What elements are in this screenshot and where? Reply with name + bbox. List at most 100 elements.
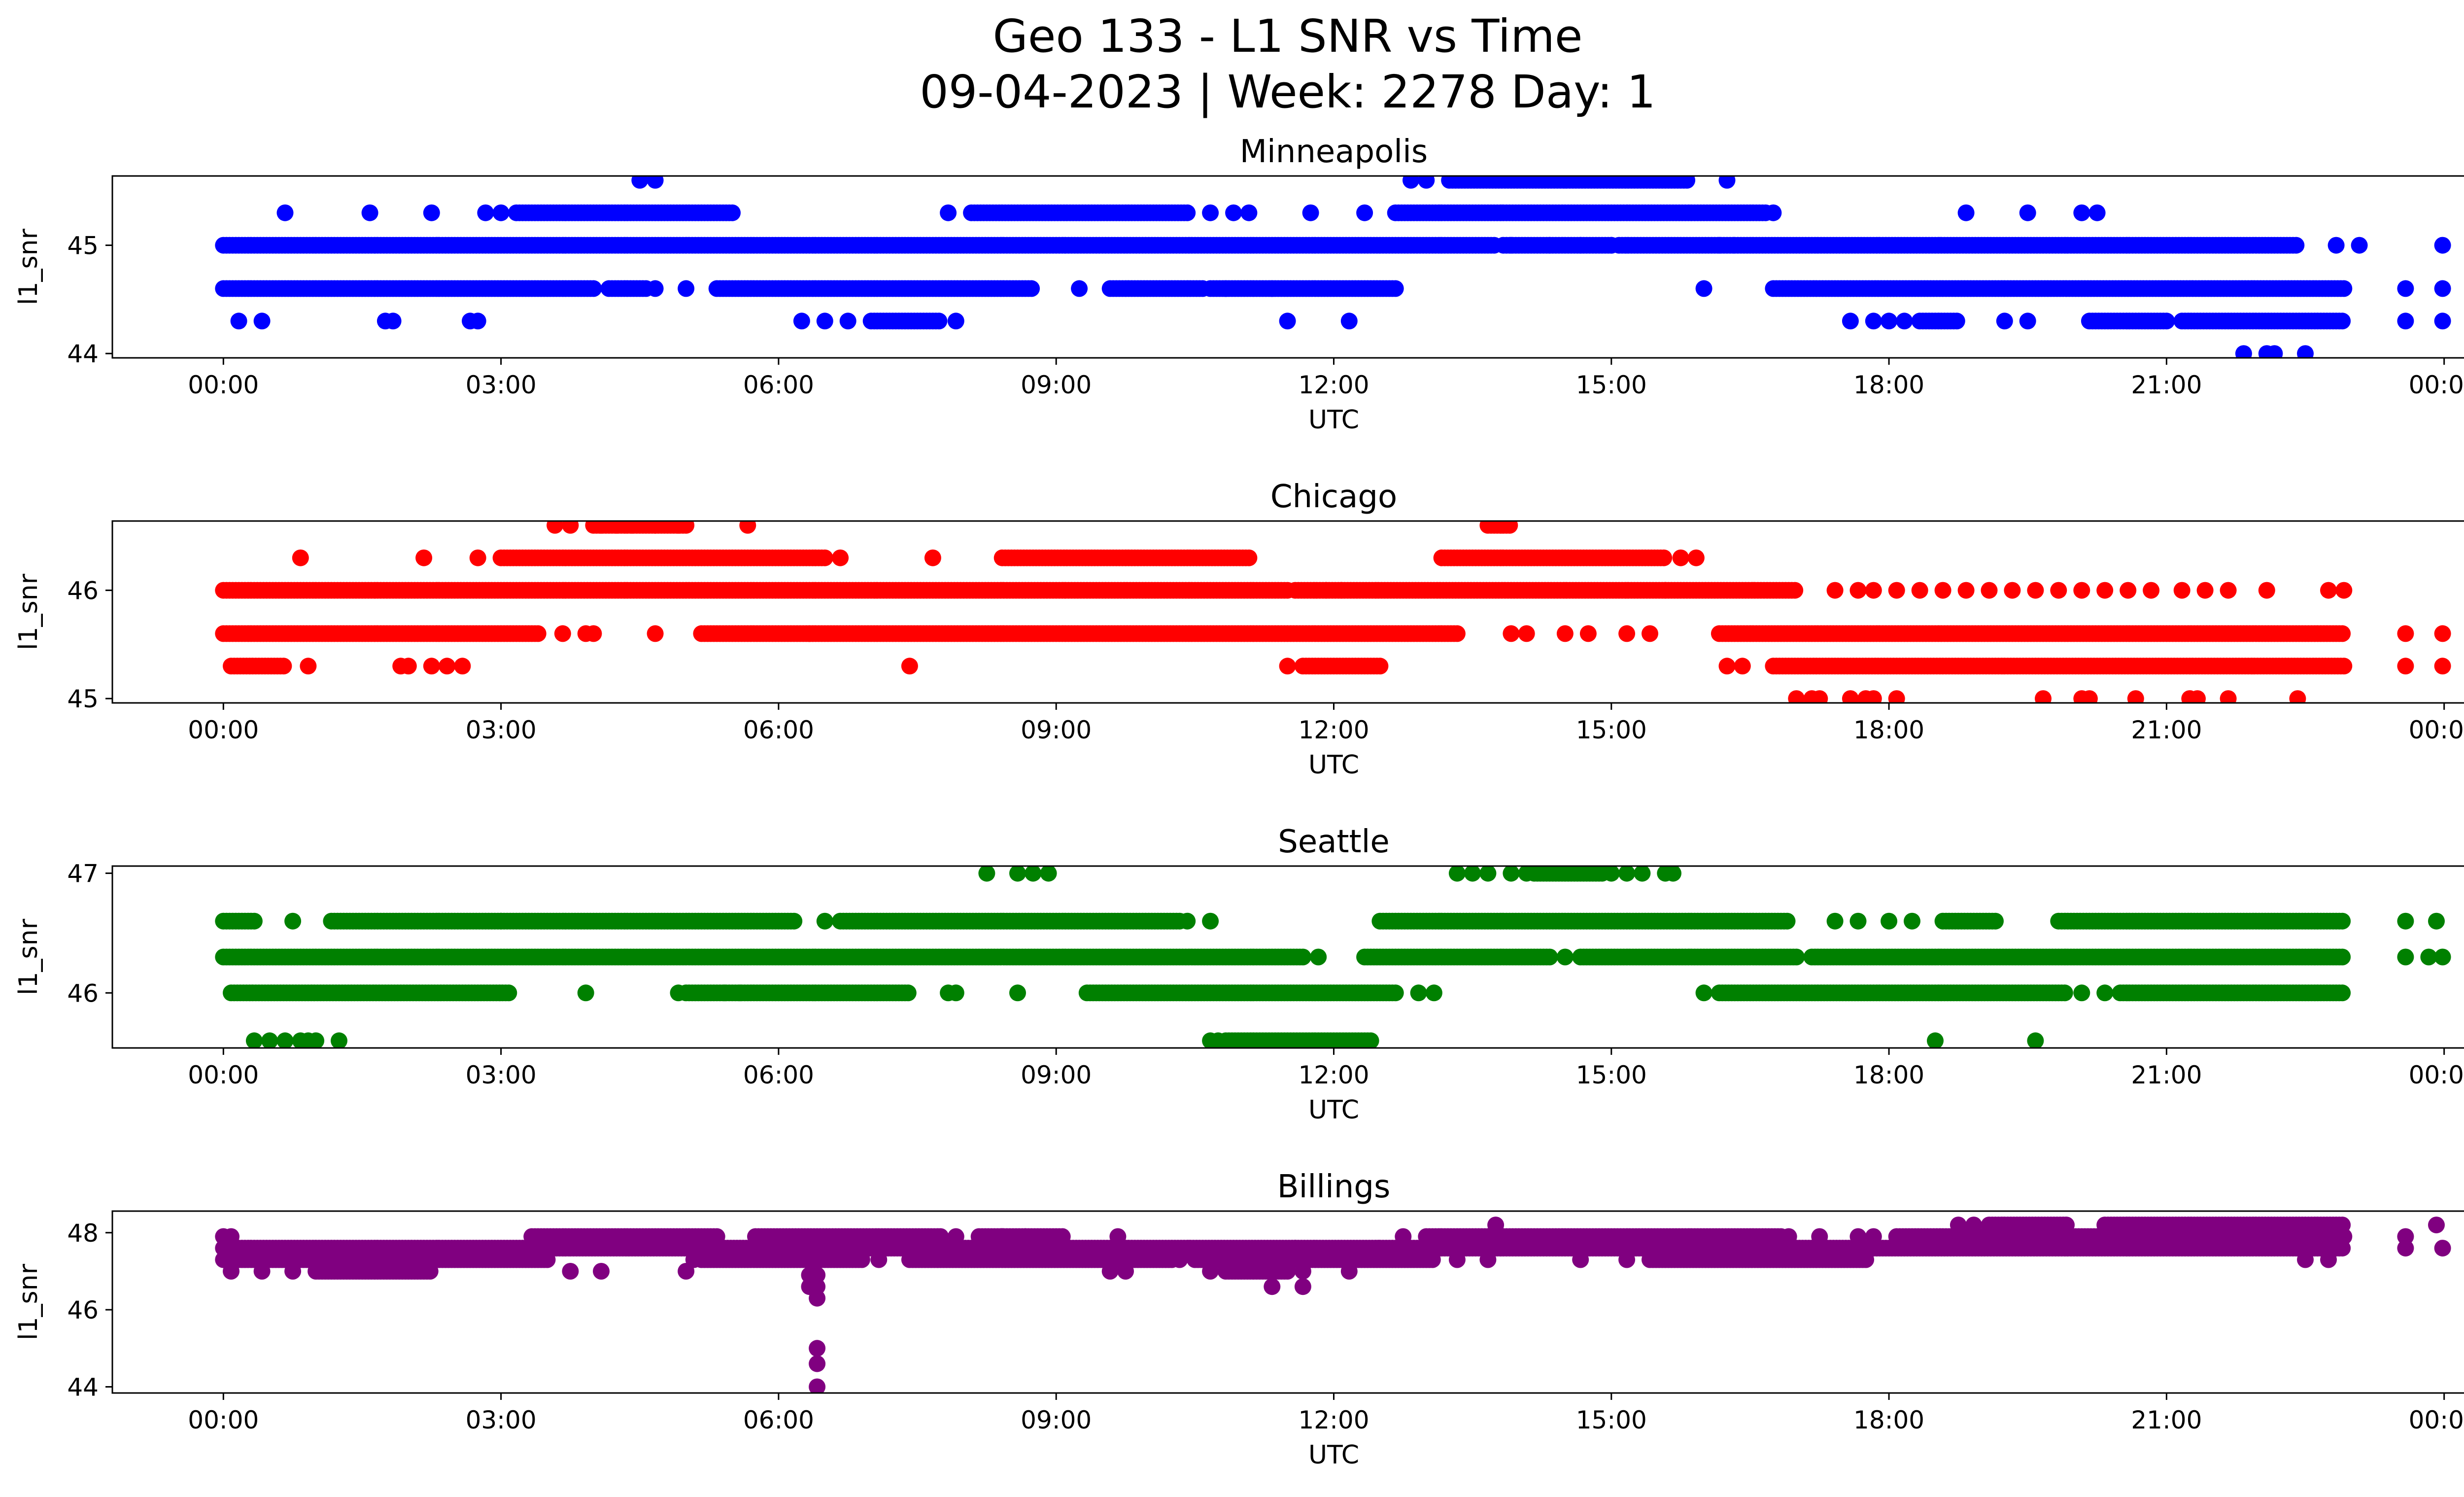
seattle-point	[1009, 984, 1026, 1001]
seattle-point	[1987, 913, 2004, 930]
seattle-point	[2334, 949, 2351, 966]
chicago-point	[1888, 582, 1905, 599]
minneapolis-point	[477, 205, 494, 221]
chicago-point	[1240, 550, 1257, 566]
seattle-point	[948, 984, 964, 1001]
minneapolis-point	[930, 313, 947, 329]
seattle-point	[2056, 984, 2073, 1001]
minneapolis-point	[678, 280, 694, 297]
minneapolis-point	[1071, 280, 1088, 297]
seattle-point	[1779, 913, 1796, 930]
minneapolis-point	[1949, 313, 1965, 329]
minneapolis-point	[1202, 205, 1219, 221]
seattle-point	[2334, 984, 2351, 1001]
chicago-point	[1935, 582, 1951, 599]
minneapolis-point	[1387, 280, 1404, 297]
minneapolis-point	[2434, 280, 2451, 297]
minneapolis-x-tick-label: 03:00	[466, 371, 537, 399]
minneapolis-point	[1711, 237, 1728, 254]
minneapolis-point	[940, 205, 957, 221]
seattle-point	[1310, 949, 1327, 966]
minneapolis-point	[1958, 205, 1975, 221]
chicago-point	[1371, 658, 1388, 674]
minneapolis-y-tick-label: 44	[67, 340, 99, 368]
chicago-point	[2434, 658, 2451, 674]
seattle-point	[900, 984, 917, 1001]
minneapolis-point	[2434, 313, 2451, 329]
seattle-point	[2397, 949, 2414, 966]
chicago-point	[1642, 625, 1658, 642]
chicago-point	[1719, 658, 1736, 674]
chicago-point	[1865, 582, 1882, 599]
minneapolis-title: Minneapolis	[1240, 134, 1428, 170]
chicago-point	[1734, 658, 1751, 674]
minneapolis-point	[493, 205, 510, 221]
chicago-x-axis-label: UTC	[1308, 750, 1359, 780]
chicago-point	[924, 550, 941, 566]
seattle-point	[2434, 949, 2451, 966]
chicago-point	[1503, 625, 1519, 642]
minneapolis-point	[2089, 205, 2106, 221]
seattle-point	[1410, 984, 1427, 1001]
minneapolis-point	[1865, 313, 1882, 329]
chicago-point	[2220, 582, 2237, 599]
seattle-point	[1557, 949, 1574, 966]
minneapolis-point	[948, 313, 964, 329]
chicago-point	[2050, 582, 2067, 599]
minneapolis-point	[362, 205, 378, 221]
chicago-point	[1981, 582, 1998, 599]
chicago-point	[530, 625, 547, 642]
chicago-point	[2397, 625, 2414, 642]
chicago-point	[901, 658, 918, 674]
chicago-x-tick-label: 00:00	[2409, 716, 2464, 744]
seattle-point	[716, 984, 733, 1001]
chicago-point	[454, 658, 471, 674]
chicago-point	[2120, 582, 2136, 599]
chicago-x-tick-label: 06:00	[743, 716, 814, 744]
minneapolis-point	[2397, 313, 2414, 329]
chicago-x-tick-label: 18:00	[1853, 716, 1924, 744]
chicago-point	[439, 658, 455, 674]
minneapolis-point	[1240, 205, 1257, 221]
minneapolis-point	[1341, 313, 1358, 329]
minneapolis-point	[2334, 313, 2351, 329]
chicago-point	[832, 550, 849, 566]
chicago-point	[1580, 625, 1597, 642]
chicago-point	[470, 550, 486, 566]
minneapolis-point	[1264, 280, 1280, 297]
minneapolis-point	[470, 313, 486, 329]
minneapolis-point	[2397, 280, 2414, 297]
chicago-point	[1688, 550, 1705, 566]
figure-title-line2: 09-04-2023 | Week: 2278 Day: 1	[920, 66, 1656, 118]
minneapolis-point	[1356, 205, 1373, 221]
chicago-point	[1449, 625, 1466, 642]
minneapolis-x-tick-label: 09:00	[1021, 371, 1092, 399]
seattle-point	[578, 984, 594, 1001]
seattle-point	[732, 984, 749, 1001]
chicago-point	[415, 550, 432, 566]
chicago-point	[2027, 582, 2044, 599]
chicago-point	[2334, 625, 2351, 642]
chicago-point	[2320, 582, 2337, 599]
minneapolis-point	[1765, 205, 1781, 221]
minneapolis-point	[1572, 237, 1589, 254]
minneapolis-point	[231, 313, 247, 329]
seattle-point	[2096, 984, 2113, 1001]
minneapolis-x-tick-label: 00:00	[188, 371, 259, 399]
chicago-point	[2174, 582, 2190, 599]
minneapolis-point	[817, 313, 833, 329]
seattle-point	[786, 913, 802, 930]
chicago-point	[647, 625, 664, 642]
chicago-point	[2096, 582, 2113, 599]
minneapolis-point	[1541, 237, 1558, 254]
chicago-point	[300, 658, 316, 674]
minneapolis-point	[254, 313, 271, 329]
chicago-point	[1958, 582, 1975, 599]
minneapolis-x-tick-label: 12:00	[1298, 371, 1369, 399]
minneapolis-point	[2434, 237, 2451, 254]
chicago-point	[2073, 582, 2090, 599]
chicago-title: Chicago	[1270, 479, 1397, 515]
chicago-point	[2143, 582, 2159, 599]
figure-title-line1: Geo 133 - L1 SNR vs Time	[993, 10, 1583, 63]
chicago-point	[2434, 625, 2451, 642]
